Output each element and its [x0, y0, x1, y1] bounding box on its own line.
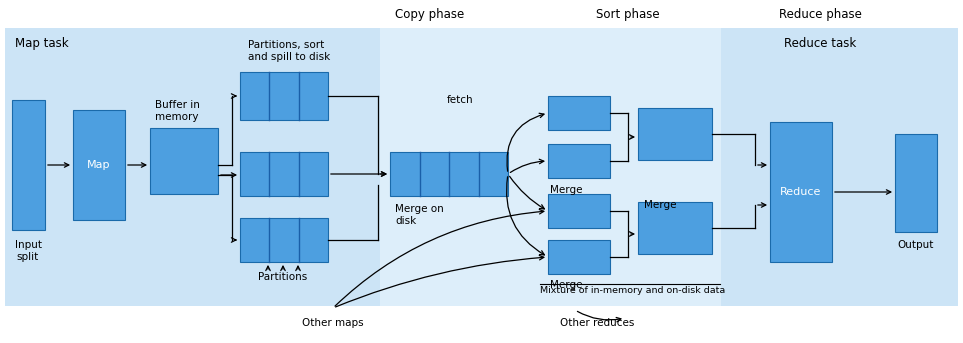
Text: Partitions: Partitions [258, 272, 307, 282]
Bar [548, 96, 610, 130]
Bar [536, 28, 958, 306]
Bar [73, 110, 125, 220]
Bar [390, 152, 508, 196]
Bar [895, 134, 937, 232]
Text: Mixture of in-memory and on-disk data: Mixture of in-memory and on-disk data [540, 286, 725, 295]
Bar [240, 218, 328, 262]
Text: Merge on
disk: Merge on disk [395, 204, 444, 226]
Bar [638, 108, 712, 160]
Text: Partitions, sort
and spill to disk: Partitions, sort and spill to disk [248, 40, 330, 62]
Text: Merge: Merge [550, 280, 583, 290]
Bar [5, 28, 467, 306]
Bar [536, 28, 721, 306]
Bar [240, 72, 328, 120]
Bar [150, 128, 218, 194]
Text: Reduce phase: Reduce phase [778, 8, 862, 21]
Text: Other maps: Other maps [302, 318, 364, 328]
Text: Reduce: Reduce [780, 187, 821, 197]
Text: fetch: fetch [447, 95, 474, 105]
Text: Merge: Merge [644, 200, 676, 210]
Bar [240, 152, 328, 196]
Text: Buffer in
memory: Buffer in memory [155, 100, 200, 122]
Bar [548, 144, 610, 178]
Bar [12, 100, 45, 230]
Text: Copy phase: Copy phase [396, 8, 464, 21]
Text: Map task: Map task [15, 37, 68, 50]
Bar [380, 28, 540, 306]
Text: Sort phase: Sort phase [596, 8, 660, 21]
Text: Merge: Merge [550, 185, 583, 195]
Text: Map: Map [88, 160, 111, 170]
Text: Reduce task: Reduce task [784, 37, 856, 50]
Bar [638, 202, 712, 254]
Text: Other reduces: Other reduces [560, 318, 635, 328]
Bar [548, 240, 610, 274]
Bar [770, 122, 832, 262]
Text: Input
split: Input split [14, 240, 41, 262]
Text: Output: Output [898, 240, 934, 250]
Bar [548, 194, 610, 228]
